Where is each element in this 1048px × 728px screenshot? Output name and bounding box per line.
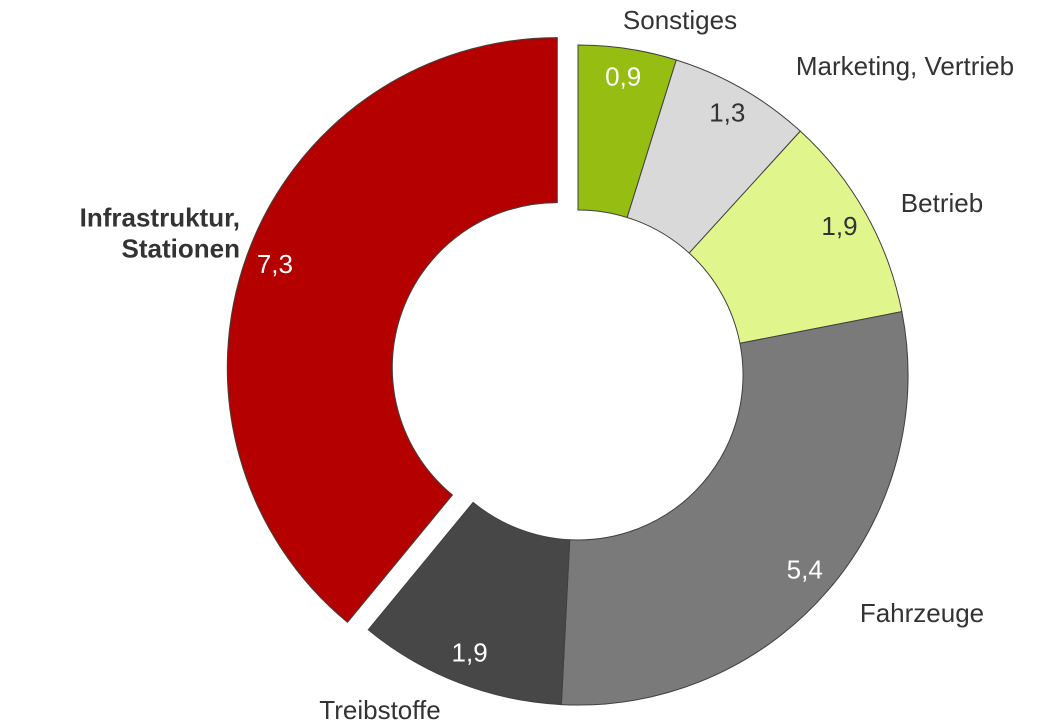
donut-slice — [226, 37, 558, 624]
donut-slice — [367, 501, 571, 706]
value-label: 5,4 — [787, 554, 823, 584]
value-label: 0,9 — [605, 61, 641, 91]
category-label: Infrastruktur, Stationen — [80, 202, 240, 263]
category-label: Betrieb — [901, 188, 983, 218]
value-label: 1,9 — [452, 638, 488, 668]
value-label: 7,3 — [257, 249, 293, 279]
value-label: 1,3 — [709, 98, 745, 128]
category-label: Fahrzeuge — [860, 598, 984, 628]
donut-slice — [560, 311, 909, 706]
category-label: Treibstoffe — [319, 695, 440, 725]
category-label: Marketing, Vertrieb — [796, 51, 1014, 81]
category-label: Sonstiges — [623, 5, 737, 35]
value-label: 1,9 — [821, 211, 857, 241]
